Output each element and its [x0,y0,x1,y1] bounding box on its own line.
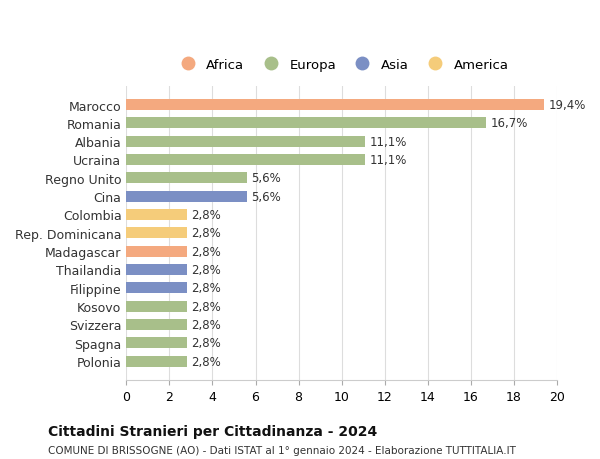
Bar [127,191,247,202]
Text: 2,8%: 2,8% [191,300,221,313]
Text: 2,8%: 2,8% [191,318,221,331]
Text: 11,1%: 11,1% [370,154,407,167]
Bar [127,136,365,147]
Bar [127,337,187,348]
Bar [127,264,187,275]
Text: 11,1%: 11,1% [370,135,407,148]
Text: 2,8%: 2,8% [191,355,221,368]
Text: 2,8%: 2,8% [191,227,221,240]
Bar [127,100,544,111]
Text: COMUNE DI BRISSOGNE (AO) - Dati ISTAT al 1° gennaio 2024 - Elaborazione TUTTITAL: COMUNE DI BRISSOGNE (AO) - Dati ISTAT al… [48,445,516,455]
Bar [127,155,365,166]
Text: 16,7%: 16,7% [490,117,527,130]
Text: 19,4%: 19,4% [548,99,586,112]
Bar [127,118,486,129]
Text: 2,8%: 2,8% [191,208,221,221]
Legend: Africa, Europa, Asia, America: Africa, Europa, Asia, America [170,55,512,76]
Text: 2,8%: 2,8% [191,263,221,276]
Text: 5,6%: 5,6% [251,172,281,185]
Text: 2,8%: 2,8% [191,282,221,295]
Bar [127,319,187,330]
Text: 5,6%: 5,6% [251,190,281,203]
Bar [127,301,187,312]
Bar [127,209,187,220]
Bar [127,283,187,294]
Text: Cittadini Stranieri per Cittadinanza - 2024: Cittadini Stranieri per Cittadinanza - 2… [48,425,377,438]
Bar [127,356,187,367]
Bar [127,173,247,184]
Bar [127,228,187,239]
Bar [127,246,187,257]
Text: 2,8%: 2,8% [191,245,221,258]
Text: 2,8%: 2,8% [191,336,221,349]
